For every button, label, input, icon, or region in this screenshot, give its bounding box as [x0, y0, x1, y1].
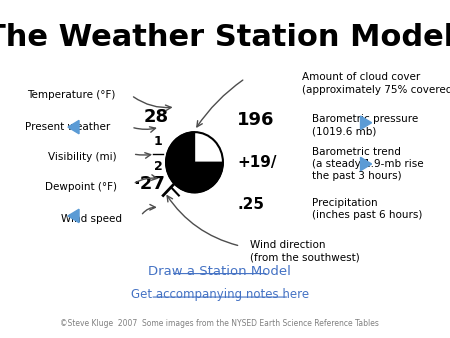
- Text: Wind speed: Wind speed: [61, 214, 122, 224]
- Text: The Weather Station Model: The Weather Station Model: [0, 23, 450, 52]
- Polygon shape: [68, 120, 79, 134]
- Text: Wind direction
(from the southwest): Wind direction (from the southwest): [250, 240, 360, 262]
- Text: 196: 196: [237, 112, 274, 129]
- Text: Draw a Station Model: Draw a Station Model: [148, 265, 291, 278]
- Text: Barometric trend
(a steady 1.9-mb rise
the past 3 hours): Barometric trend (a steady 1.9-mb rise t…: [311, 147, 423, 182]
- Text: Dewpoint (°F): Dewpoint (°F): [45, 183, 117, 192]
- Circle shape: [166, 132, 223, 192]
- Polygon shape: [68, 209, 79, 223]
- Polygon shape: [360, 116, 372, 129]
- Text: 2: 2: [154, 160, 162, 173]
- Text: ·27: ·27: [134, 175, 166, 193]
- Text: Visibility (mi): Visibility (mi): [48, 152, 117, 162]
- Text: 28: 28: [144, 108, 169, 126]
- Text: Get accompanying notes here: Get accompanying notes here: [130, 288, 309, 301]
- Text: Temperature (°F): Temperature (°F): [27, 90, 115, 100]
- Text: Present weather: Present weather: [25, 122, 111, 132]
- Text: *: *: [171, 145, 180, 163]
- Text: Amount of cloud cover
(approximately 75% covered): Amount of cloud cover (approximately 75%…: [302, 72, 450, 95]
- Text: Precipitation
(inches past 6 hours): Precipitation (inches past 6 hours): [311, 198, 422, 220]
- Text: 1: 1: [154, 135, 162, 148]
- Text: Barometric pressure
(1019.6 mb): Barometric pressure (1019.6 mb): [311, 114, 418, 137]
- Text: +19/: +19/: [237, 155, 277, 170]
- Wedge shape: [166, 132, 223, 192]
- Text: .25: .25: [237, 197, 264, 212]
- Polygon shape: [360, 157, 372, 171]
- Text: ©Steve Kluge  2007  Some images from the NYSED Earth Science Reference Tables: ©Steve Kluge 2007 Some images from the N…: [60, 319, 379, 328]
